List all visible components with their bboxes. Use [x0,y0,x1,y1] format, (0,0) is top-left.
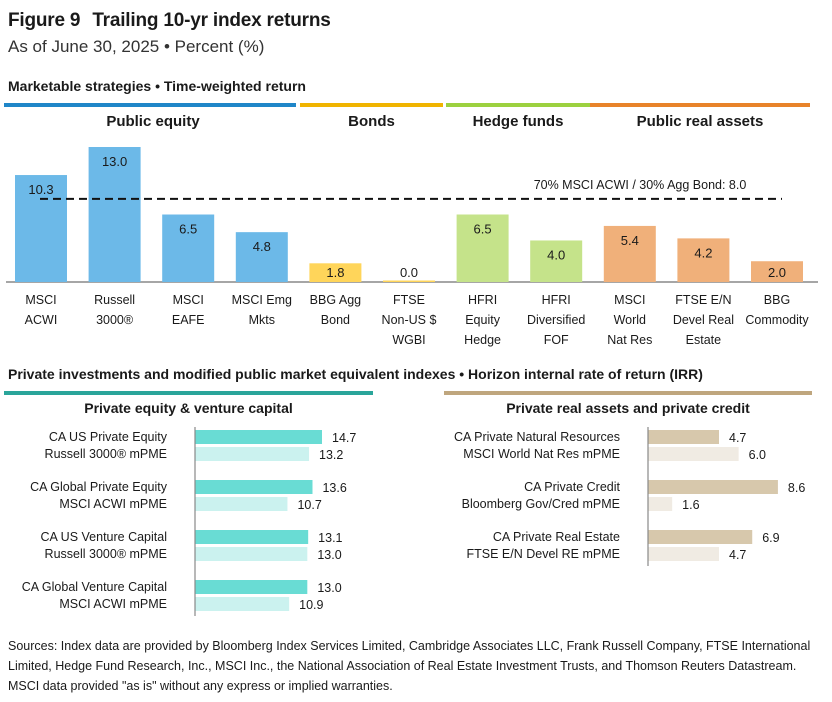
benchmark-bar [195,447,310,461]
category-label: MSCI Emg Mkts [232,293,292,327]
bar-value-label: 10.9 [299,598,323,612]
category-label: HFRI Equity Hedge [464,293,501,347]
private-real-assets-bar-chart: CA Private Natural Resources 4.7 MSCI Worl… [454,427,805,566]
bar-value-label: 13.0 [317,581,341,595]
bar [603,225,656,282]
benchmark-label: Russell 3000® mPME [45,547,167,561]
group-label-public-real-assets: Public real assets [636,113,764,130]
series-label: CA Private Natural Resources [454,430,620,444]
bar-value-label: 8.6 [788,481,805,495]
benchmark-bar [648,497,673,511]
sources-note: Sources: Index data are provided by Bloo… [8,639,811,693]
primary-bar [195,430,322,444]
group-label-bonds: Bonds [348,113,395,130]
figure-label: Figure 9 [8,10,81,31]
figure-subtitle: As of June 30, 2025 • Percent (%) [8,37,265,56]
band-private-real-assets [444,391,812,395]
bar-value-label: 4.0 [547,247,565,262]
bar-value-label: 13.6 [322,481,346,495]
category-label: Russell 3000® [94,293,135,327]
primary-bar [195,580,308,594]
bar [309,263,362,282]
bar [235,232,288,282]
band-bonds [300,103,443,107]
bar [456,214,509,282]
benchmark-bar [648,447,739,461]
category-label: FTSE Non-US $ WGBI [382,293,437,347]
bar-value-label: 6.0 [749,448,766,462]
bar-value-label: 13.0 [102,154,127,169]
bar-value-label: 14.7 [332,431,356,445]
bar-value-label: 10.7 [297,498,321,512]
category-label: HFRI Diversified FOF [527,293,585,347]
panel-title-private-real-assets: Private real assets and private credit [506,400,750,416]
series-label: CA US Private Equity [49,430,168,444]
bar-value-label: 0.0 [400,265,418,280]
bar [383,280,435,282]
bar-value-label: 10.3 [28,182,53,197]
primary-bar [648,480,778,494]
series-label: CA Private Credit [524,480,620,494]
band-hedge-funds [446,103,590,107]
category-label: MSCI ACWI [25,293,58,327]
primary-bar [195,480,313,494]
primary-bar [648,430,719,444]
figure-title: Figure 9 Trailing 10-yr index returns [8,10,331,32]
private-equity-bar-chart: CA US Private Equity 14.7 Russell 3000® mP… [22,427,356,616]
benchmark-label: Bloomberg Gov/Cred mPME [462,497,620,511]
group-label-hedge-funds: Hedge funds [472,113,564,130]
benchmark-label: MSCI ACWI mPME [59,597,167,611]
benchmark-label: Russell 3000® mPME [45,447,167,461]
bar [677,238,730,282]
bar-value-label: 6.5 [179,222,197,237]
bar-value-label: 1.6 [682,498,699,512]
bar-value-label: 13.0 [317,548,341,562]
series-label: CA Private Real Estate [493,530,620,544]
band-private-equity [4,391,373,395]
bar-value-label: 6.9 [762,531,779,545]
category-label: BBG Agg Bond [310,293,361,327]
category-label: MSCI World Nat Res [607,293,652,347]
bar-value-label: 6.5 [474,222,492,237]
bar-value-label: 4.7 [729,431,746,445]
bar [751,261,803,282]
bar-value-label: 5.4 [621,233,639,248]
primary-bar [195,530,309,544]
band-public-real-assets [590,103,810,107]
bar-value-label: 4.7 [729,548,746,562]
reference-line-label: 70% MSCI ACWI / 30% Agg Bond: 8.0 [534,178,747,192]
benchmark-bar [195,497,288,511]
benchmark-label: MSCI World Nat Res mPME [463,447,620,461]
benchmark-label: FTSE E/N Devel RE mPME [467,547,621,561]
series-label: CA Global Private Equity [30,480,168,494]
figure-title-text: Trailing 10-yr index returns [92,10,331,31]
section-title-marketable: Marketable strategies • Time-weighted re… [8,78,306,94]
series-label: CA Global Venture Capital [22,580,167,594]
category-label: MSCI EAFE [172,293,205,327]
benchmark-bar [195,547,308,561]
bar [530,240,583,282]
category-label: FTSE E/N Devel Real Estate [673,293,734,347]
primary-bar [648,530,753,544]
bar-value-label: 13.1 [318,531,342,545]
category-label: BBG Commodity [745,293,809,327]
bar-value-label: 13.2 [319,448,343,462]
panel-title-private-equity: Private equity & venture capital [84,400,293,416]
series-label: CA US Venture Capital [41,530,167,544]
benchmark-label: MSCI ACWI mPME [59,497,167,511]
band-public-equity [4,103,296,107]
bar [15,175,67,282]
bar-value-label: 2.0 [768,265,786,280]
bar-value-label: 4.8 [253,239,271,254]
bar-value-label: 4.2 [694,245,712,260]
benchmark-bar [195,597,290,611]
bar [88,147,141,282]
bar [162,214,215,282]
marketable-bar-chart: 10.3 MSCI ACWI 13.0 Russell 3000® 6.5 MSCI EAFE 4… [6,147,818,347]
bar-value-label: 1.8 [326,265,344,280]
group-label-public-equity: Public equity [106,113,200,130]
section-title-private: Private investments and modified public … [8,366,703,382]
benchmark-bar [648,547,719,561]
